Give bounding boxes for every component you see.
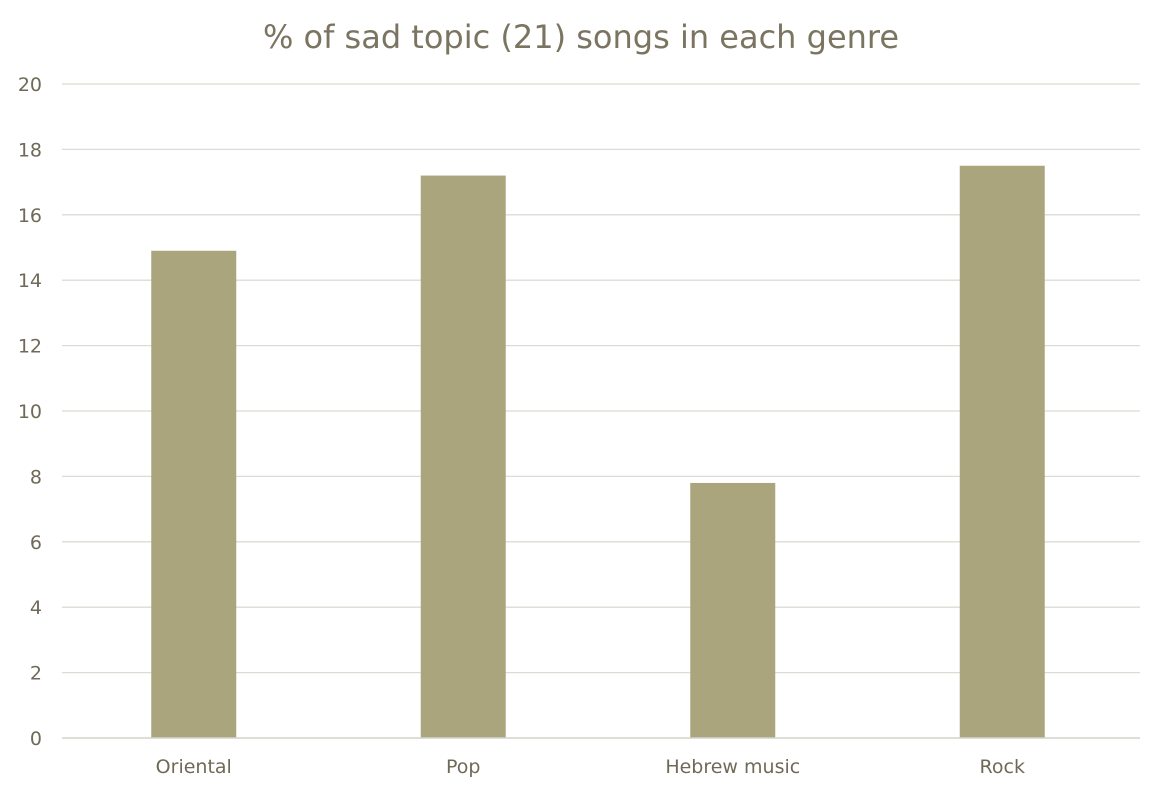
y-tick-label: 8 <box>30 466 42 488</box>
chart-title: % of sad topic (21) songs in each genre <box>263 18 899 56</box>
y-tick-label: 14 <box>18 270 42 292</box>
bar-rock <box>959 165 1045 738</box>
y-tick-label: 18 <box>18 139 42 161</box>
y-tick-label: 12 <box>18 336 42 358</box>
x-category-label: Hebrew music <box>665 756 800 778</box>
y-tick-label: 0 <box>30 728 42 750</box>
y-tick-label: 2 <box>30 663 42 685</box>
y-tick-label: 6 <box>30 532 42 554</box>
gridlines <box>62 83 1140 674</box>
x-category-label: Oriental <box>156 756 232 778</box>
x-category-label: Rock <box>980 756 1025 778</box>
x-axis-category-labels: Oriental Pop Hebrew music Rock <box>156 756 1025 778</box>
bars <box>151 165 1045 738</box>
bar-pop <box>420 175 506 738</box>
x-category-label: Pop <box>446 756 480 778</box>
y-tick-label: 20 <box>18 74 42 96</box>
y-tick-label: 10 <box>18 401 42 423</box>
bar-hebrew-music <box>690 482 776 738</box>
y-tick-label: 16 <box>18 205 42 227</box>
y-tick-label: 4 <box>30 597 42 619</box>
y-axis-tick-labels: 0 2 4 6 8 10 12 14 16 18 20 <box>18 74 42 750</box>
bar-oriental <box>151 250 237 738</box>
